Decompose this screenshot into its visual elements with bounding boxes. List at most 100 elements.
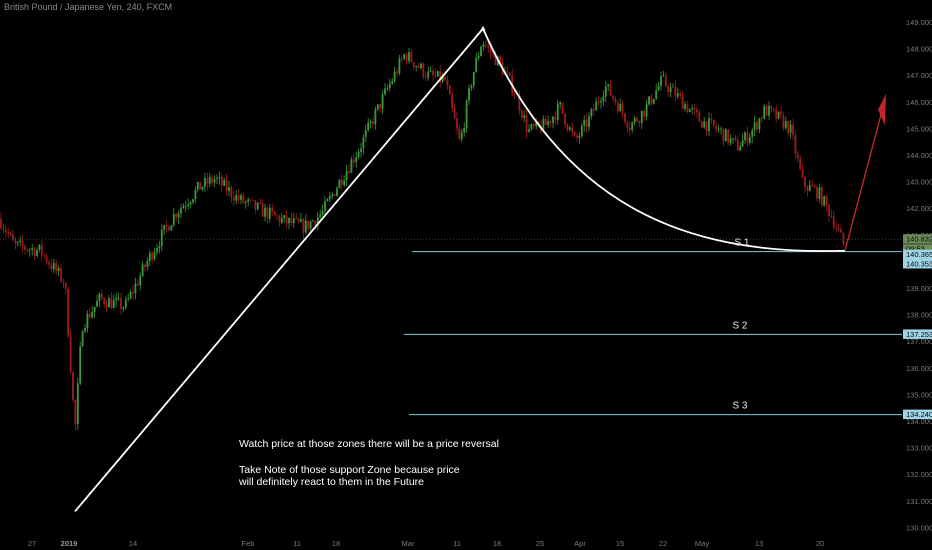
candle-body <box>168 226 170 231</box>
candle-body <box>751 130 754 137</box>
candle-body <box>840 229 842 233</box>
time-tick-label: 18 <box>493 539 501 548</box>
candle-body <box>300 219 302 222</box>
candle-body <box>259 202 262 204</box>
candle-body <box>480 46 482 57</box>
candle-body <box>453 107 456 119</box>
candle-body <box>784 121 787 129</box>
time-tick-label: 18 <box>332 539 340 548</box>
candle-body <box>196 181 199 190</box>
annotation-text-1: Watch price at those zones there will be… <box>239 438 499 450</box>
candle-body <box>722 128 725 142</box>
candle-body <box>172 213 175 226</box>
candle-body <box>268 207 271 219</box>
price-tick-label: 145.000 <box>906 124 932 133</box>
candle-body <box>825 196 828 205</box>
candle-body <box>254 200 257 210</box>
candle-body <box>228 187 230 192</box>
candle-body <box>160 229 163 247</box>
candle-body <box>201 186 204 190</box>
candle-body <box>441 76 444 82</box>
candle-body <box>643 110 646 117</box>
candle-body <box>595 101 598 111</box>
candle-body <box>360 148 362 153</box>
candle-body <box>256 202 259 210</box>
candle-body <box>734 138 737 141</box>
candle-body <box>564 113 566 125</box>
candle-body <box>331 194 334 196</box>
candle-body <box>715 125 718 130</box>
candle-body <box>76 383 79 425</box>
candle-body <box>62 281 65 284</box>
candle-body <box>208 177 211 184</box>
candle-body <box>57 268 60 272</box>
candle-body <box>146 260 149 267</box>
candle-body <box>830 215 833 217</box>
candle-body <box>499 56 502 63</box>
candle-body <box>84 328 86 332</box>
candle-body <box>408 52 410 61</box>
candle-body <box>482 44 485 47</box>
annotation-text-3: will definitely react to them in the Fut… <box>238 476 424 488</box>
candle-body <box>717 128 720 130</box>
candle-body <box>249 199 252 201</box>
candle-body <box>333 194 336 196</box>
candle-body <box>532 124 535 127</box>
candle-body <box>374 109 377 125</box>
candle-body <box>182 206 185 209</box>
candle-body <box>660 76 662 87</box>
candle-body <box>60 268 62 282</box>
candle-body <box>357 152 360 158</box>
candle-body <box>472 72 475 86</box>
candle-body <box>600 101 602 103</box>
candle-body <box>542 118 545 132</box>
annotations-layer: Watch price at those zones there will be… <box>238 438 499 488</box>
candle-body <box>204 178 206 187</box>
candle-body <box>787 121 790 133</box>
candle-body <box>727 129 730 143</box>
candle-body <box>484 44 487 46</box>
price-tick-label: 144.000 <box>906 151 932 160</box>
candle-body <box>655 90 658 99</box>
candle-body <box>772 108 775 110</box>
candle-body <box>477 56 480 59</box>
candle-body <box>324 201 326 211</box>
candle-body <box>489 47 492 53</box>
candle-body <box>31 248 34 250</box>
candle-body <box>804 176 806 188</box>
candle-body <box>818 187 821 199</box>
candle-body <box>264 207 266 217</box>
candle-body <box>554 116 557 120</box>
candle-body <box>348 171 350 173</box>
candle-body <box>271 207 274 212</box>
candle-body <box>50 264 53 270</box>
candle-body <box>2 228 5 230</box>
candle-body <box>45 255 48 263</box>
time-tick-label: 20 <box>816 539 824 548</box>
candle-body <box>463 128 466 133</box>
candle-body <box>261 203 264 217</box>
price-tick-label: 138.000 <box>906 311 932 320</box>
candle-body <box>806 187 809 191</box>
candle-body <box>475 58 478 73</box>
candle-body <box>98 293 101 302</box>
candle-body <box>216 178 218 180</box>
candle-body <box>576 135 578 138</box>
candle-body <box>758 118 761 130</box>
candle-body <box>124 299 127 308</box>
candle-body <box>640 110 643 123</box>
candle-body <box>739 146 742 151</box>
candle-body <box>681 95 684 109</box>
candle-body <box>391 81 394 84</box>
price-tag-bg <box>903 244 932 254</box>
candle-body <box>842 232 845 244</box>
candle-body <box>129 291 132 299</box>
candle-body <box>319 214 322 218</box>
time-tick-label: Mar <box>402 539 415 548</box>
candle-body <box>410 52 413 63</box>
candle-body <box>117 297 120 299</box>
candle-body <box>55 263 58 272</box>
candle-body <box>405 54 408 61</box>
candle-body <box>163 225 166 230</box>
